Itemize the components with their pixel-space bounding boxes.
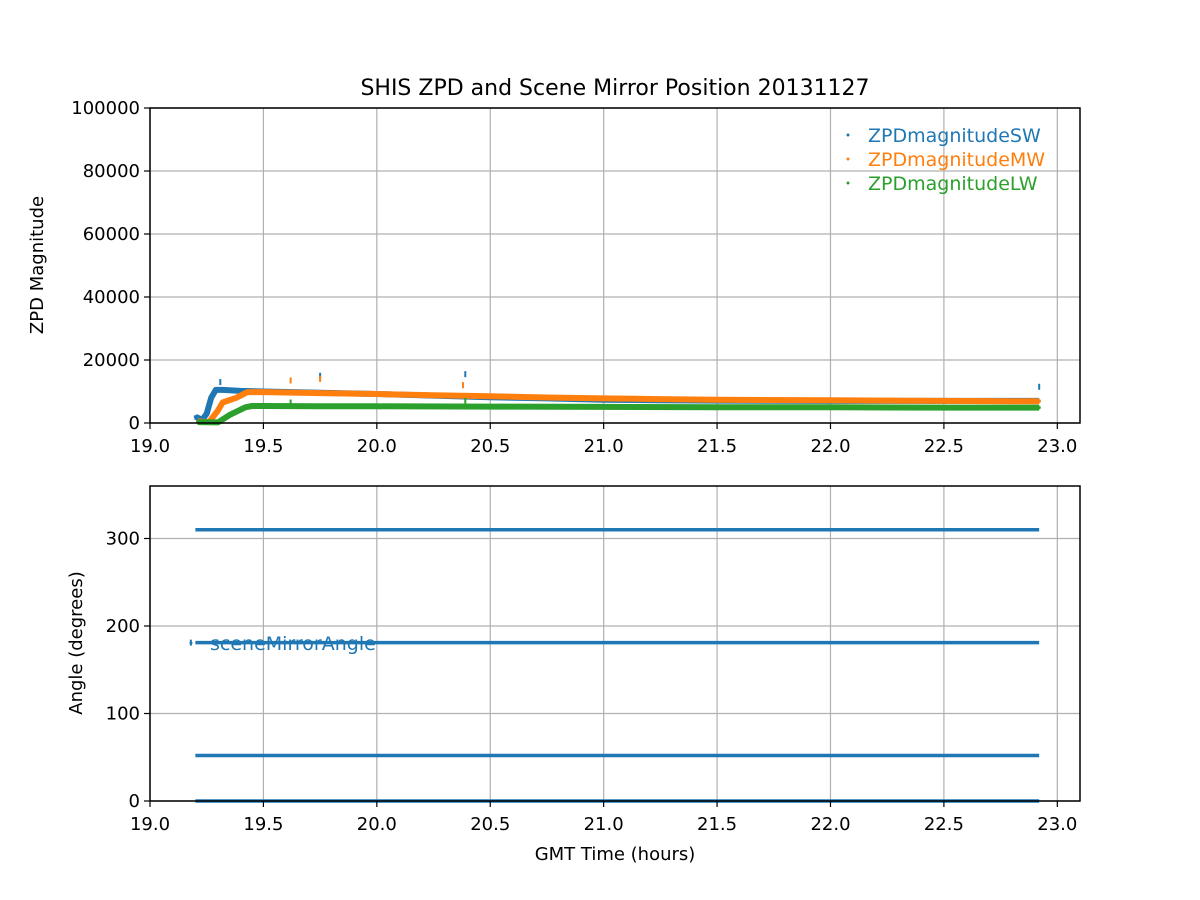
x-tick-label: 22.0 [810,814,850,835]
scene-mirror-panel: 19.0 19.5 20.0 20.5 21.0 21.5 22.0 22.5 23.0 0 100… [66,485,1081,865]
data-point-zpdmagnitudelw [261,404,266,408]
outlier-point-zpdmagnitudelw [464,397,467,404]
x-tick-label: 23.0 [1037,436,1077,457]
zpd-legend: ZPDmagnitudeSW ZPDmagnitudeMW ZPDmagnitu… [846,125,1045,195]
data-point-zpdmagnitudemw [431,393,436,397]
data-point-zpdmagnitudemw [715,398,719,402]
outlier-point-zpdmagnitudemw [289,377,292,384]
angle-axes-frame [149,485,1081,802]
data-point-zpdmagnitudemw [318,391,322,395]
legend-marker-sw [846,133,850,137]
x-tick-label: 21.5 [697,436,737,457]
data-point-zpdmagnitudelw [1037,405,1041,410]
x-tick-label: 20.5 [470,814,510,835]
x-tick-label: 21.0 [584,436,624,457]
x-tick-label: 23.0 [1037,814,1077,835]
data-point-zpdmagnitudelw [243,405,247,409]
legend-label-sw: ZPDmagnitudeSW [868,125,1041,147]
data-point-zpdmagnitudesw [205,411,209,416]
data-point-zpdmagnitudesw [209,396,213,400]
y-tick-label: 0 [129,791,140,812]
data-point-zpdmagnitudelw [602,405,606,409]
data-point-zpdmagnitudemw [488,394,492,398]
data-point-zpdmagnitudesw [239,389,243,393]
data-point-zpdmagnitudelw [942,405,946,410]
y-tick-label: 300 [106,529,140,550]
y-tick-label: 60000 [83,224,140,245]
data-point-zpdmagnitudemw [602,396,606,401]
data-point-zpdmagnitudemw [545,395,549,400]
outlier-point-zpdmagnitudemw [319,375,322,382]
outlier-point-zpdmagnitudesw [219,379,222,386]
series-band-zpdmagnitudelw [197,403,1040,426]
y-tick-label: 0 [129,413,140,434]
x-tick-label: 19.5 [243,436,283,457]
x-tick-label: 19.0 [130,436,170,457]
y-tick-label: 100000 [71,98,140,119]
data-point-zpdmagnitudemw [261,390,266,394]
y-tick-label: 20000 [83,350,140,371]
x-tick-label: 19.0 [130,814,170,835]
data-point-zpdmagnitudemw [658,397,662,401]
data-point-zpdmagnitudelw [488,405,492,409]
data-point-zpdmagnitudesw [220,388,225,392]
x-tick-label: 22.5 [924,436,964,457]
data-point-zpdmagnitudemw [216,408,220,412]
x-tick-label: 21.5 [697,814,737,835]
data-point-zpdmagnitudelw [715,405,719,409]
x-tick-label: 21.0 [584,814,624,835]
legend-label-lw: ZPDmagnitudeLW [868,173,1038,195]
legend-marker-lw [846,181,850,185]
data-point-zpdmagnitudelw [375,404,379,408]
outlier-point-zpdmagnitudesw [319,372,322,379]
outlier-point-zpdmagnitudesw [1038,383,1041,390]
data-point-zpdmagnitudemw [375,392,379,396]
data-point-zpdmagnitudelw [227,413,231,417]
legend-marker-scene-mirror [189,641,193,645]
zpd-data [193,371,1041,426]
zpd-magnitude-panel: 19.0 19.5 20.0 20.5 21.0 21.5 22.0 22.5 23.0 0 200… [27,98,1081,457]
x-tick-label: 22.0 [810,436,850,457]
data-point-zpdmagnitudemw [1037,399,1041,403]
data-point-zpdmagnitudelw [250,404,254,408]
legend-marker-mw [846,157,850,161]
zpd-y-axis-label: ZPD Magnitude [27,196,48,334]
outlier-point-zpdmagnitudelw [289,399,292,406]
data-point-zpdmagnitudemw [828,398,833,402]
x-axis-label: GMT Time (hours) [535,844,696,865]
zpd-axes-frame [149,107,1081,424]
data-point-zpdmagnitudemw [220,400,225,405]
outlier-point-zpdmagnitudemw [462,382,465,389]
x-tick-label: 20.0 [357,436,397,457]
y-tick-label: 200 [106,616,140,637]
legend-label-mw: ZPDmagnitudeMW [868,149,1045,171]
chart-title: SHIS ZPD and Scene Mirror Position 20131… [360,76,869,101]
angle-ticks: 19.0 19.5 20.0 20.5 21.0 21.5 22.0 22.5 23.0 0 100… [106,529,1078,836]
zpd-ticks: 19.0 19.5 20.0 20.5 21.0 21.5 22.0 22.5 23.0 0 200… [71,98,1077,457]
x-tick-label: 20.5 [470,436,510,457]
data-point-zpdmagnitudesw [214,388,218,392]
data-point-zpdmagnitudelw [318,404,322,408]
outlier-point-zpdmagnitudesw [464,371,467,378]
data-point-zpdmagnitudemw [234,396,238,400]
data-point-zpdmagnitudelw [828,405,833,409]
data-point-zpdmagnitudesw [193,415,197,419]
x-tick-label: 19.5 [243,814,283,835]
y-tick-label: 80000 [83,161,140,182]
x-tick-label: 22.5 [924,814,964,835]
y-tick-label: 40000 [83,287,140,308]
angle-y-axis-label: Angle (degrees) [66,571,87,714]
x-tick-label: 20.0 [357,814,397,835]
data-point-zpdmagnitudemw [245,390,250,394]
y-tick-label: 100 [106,704,140,725]
angle-legend: sceneMirrorAngle [189,633,376,655]
data-point-zpdmagnitudemw [942,399,946,403]
legend-label-scene-mirror: sceneMirrorAngle [210,633,376,655]
